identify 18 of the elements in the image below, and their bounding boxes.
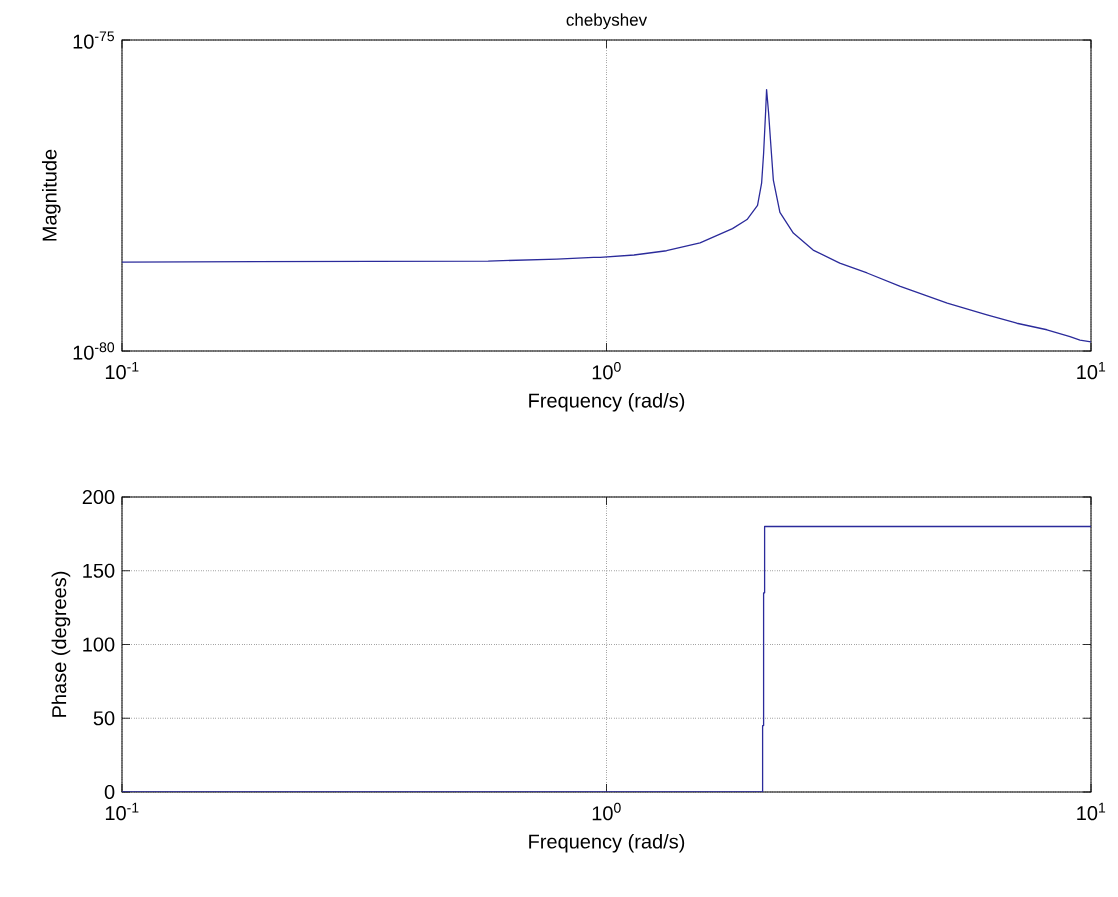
- x-tick-label: 10$^{0}$: [592, 361, 621, 380]
- chart-title: chebyshev: [566, 13, 648, 30]
- y-tick-label: 200: [82, 489, 115, 505]
- x-axis-title: Frequency (rad/s): [529, 392, 685, 412]
- y-tick-label: 50: [93, 711, 115, 726]
- x-tick-label: 10$^{-1}$: [105, 802, 139, 821]
- x-tick-label: 10$^{1}$: [1077, 361, 1106, 380]
- x-tick-label: 10$^{0}$: [592, 802, 621, 821]
- y-tick-label: 10$^{-75}$: [73, 31, 115, 49]
- y-axis-title: Phase (degrees): [51, 571, 71, 717]
- y-tick-label: 100: [83, 637, 115, 652]
- x-tick-label: 10$^{1}$: [1077, 802, 1106, 821]
- y-axis-title: Magnitude: [41, 149, 61, 241]
- y-tick-label: 0: [104, 784, 115, 800]
- x-axis-title: Frequency (rad/s): [529, 833, 685, 853]
- x-tick-label: 10$^{-1}$: [105, 361, 139, 380]
- y-tick-label: 10$^{-80}$: [73, 342, 115, 360]
- y-tick-label: 150: [83, 563, 115, 578]
